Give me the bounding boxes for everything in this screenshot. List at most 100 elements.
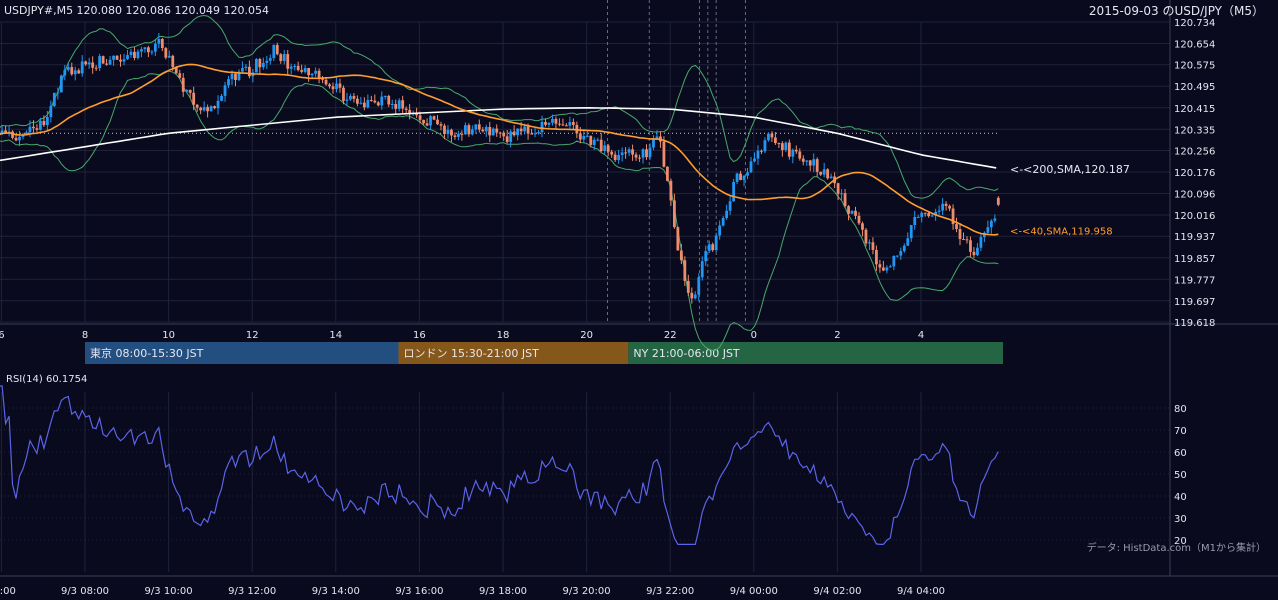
candle-body: [798, 151, 802, 159]
candle-body: [338, 83, 342, 88]
date-tick-label: 9/3 16:00: [395, 586, 443, 597]
candle-body: [784, 142, 788, 150]
candle-body: [467, 125, 471, 135]
candle-body: [436, 119, 439, 125]
candle-body: [115, 55, 119, 60]
price-tick-label: 120.495: [1174, 82, 1215, 93]
date-tick-label: 9/3 10:00: [145, 586, 193, 597]
candle-body: [376, 102, 380, 106]
candle-body: [63, 69, 67, 76]
candle-body: [387, 95, 391, 105]
candle-body: [0, 130, 4, 134]
candle-body: [571, 122, 575, 125]
price-tick-label: 119.777: [1174, 275, 1215, 286]
candle-body: [216, 100, 220, 109]
candle-body: [21, 135, 25, 137]
source-label: データ: HistData.com（M1から集計）: [1087, 541, 1266, 554]
candle-body: [443, 125, 446, 135]
candle-body: [136, 51, 140, 58]
candle-body: [14, 137, 18, 141]
candle-body: [732, 181, 735, 202]
hour-tick-label: 8: [82, 330, 88, 341]
candle-body: [49, 106, 53, 117]
date-tick-label: 9/3 12:00: [228, 586, 276, 597]
candle-body: [192, 92, 196, 105]
candle-body: [303, 68, 307, 72]
candle-body: [606, 145, 610, 152]
candle-body: [359, 102, 363, 104]
candle-body: [728, 201, 732, 211]
candle-body: [840, 193, 843, 195]
date-tick-label: 9/3 20:00: [563, 586, 611, 597]
candle-body: [620, 152, 624, 156]
candle-body: [624, 152, 628, 154]
candle-body: [962, 239, 965, 241]
price-tick-label: 120.016: [1174, 211, 1215, 222]
candle-body: [404, 108, 408, 110]
rsi-label: RSI(14) 60.1754: [6, 374, 87, 385]
candle-body: [84, 61, 88, 65]
candle-body: [206, 107, 210, 112]
candle-body: [895, 255, 899, 257]
candle-body: [80, 61, 84, 74]
candle-body: [282, 54, 286, 62]
candle-body: [59, 75, 63, 93]
candle-body: [164, 48, 168, 58]
date-tick-label: 06:00: [0, 586, 16, 597]
candle-body: [342, 87, 345, 101]
candle-body: [481, 129, 485, 132]
candle-body: [362, 102, 366, 108]
candle-body: [958, 229, 962, 240]
date-tick-label: 9/3 18:00: [479, 586, 527, 597]
date-tick-label: 9/4 04:00: [897, 586, 945, 597]
session-label: ロンドン 15:30-21:00 JST: [404, 347, 540, 360]
candle-body: [944, 203, 948, 206]
candle-body: [181, 77, 185, 92]
rsi-tick-label: 70: [1174, 426, 1187, 437]
candle-body: [126, 55, 129, 60]
candle-body: [843, 193, 847, 207]
hour-tick-label: 10: [162, 330, 175, 341]
candle-body: [254, 58, 258, 73]
candle-body: [934, 211, 938, 216]
hour-tick-label: 12: [246, 330, 259, 341]
candle-body: [693, 294, 697, 299]
candle-body: [160, 39, 164, 49]
candle-body: [756, 150, 760, 159]
candle-body: [11, 131, 14, 138]
chart-title: 2015-09-03 のUSD/JPY（M5）: [1089, 4, 1264, 18]
candle-body: [770, 133, 774, 138]
candle-body: [87, 62, 91, 65]
candle-body: [826, 169, 830, 179]
candle-body: [888, 266, 892, 268]
candle-body: [234, 73, 237, 81]
candle-body: [474, 124, 478, 130]
candle-body: [871, 242, 875, 250]
sma40-label: <-<40,SMA,119.958: [1010, 227, 1113, 238]
date-tick-label: 9/4 02:00: [813, 586, 861, 597]
candle-body: [32, 126, 35, 129]
candle-body: [331, 86, 335, 90]
candle-body: [993, 218, 997, 221]
candle-body: [227, 79, 230, 86]
candle-body: [780, 143, 784, 150]
candle-body: [39, 120, 42, 130]
candle-body: [129, 51, 133, 56]
hour-tick-label: 14: [329, 330, 342, 341]
candle-body: [446, 129, 450, 135]
candle-body: [349, 95, 352, 100]
candle-body: [634, 154, 638, 158]
candle-body: [488, 126, 492, 136]
candle-body: [725, 210, 729, 219]
candle-body: [355, 98, 359, 104]
candle-body: [787, 142, 791, 157]
candle-body: [307, 68, 311, 76]
candle-body: [477, 124, 481, 130]
candle-body: [739, 173, 742, 181]
rsi-tick-label: 40: [1174, 492, 1187, 503]
candle-body: [603, 145, 607, 152]
candle-body: [763, 140, 767, 152]
sma40-line: [0, 63, 999, 236]
candle-body: [373, 100, 377, 103]
